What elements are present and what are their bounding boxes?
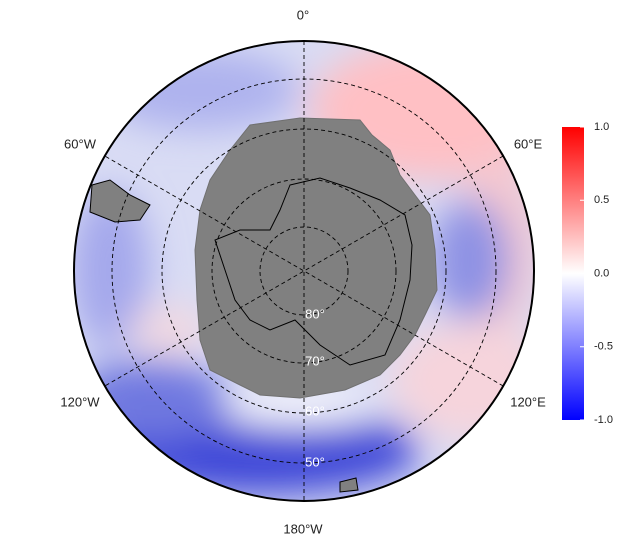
map-border [73, 40, 535, 502]
coastline [214, 177, 413, 366]
latitude-label: 80° [305, 306, 325, 321]
land [339, 477, 359, 493]
land-mask [194, 117, 438, 399]
colorbar-tick-label: 0.0 [594, 267, 609, 279]
land [89, 179, 151, 223]
colorbar-tick-label: 0.5 [594, 194, 609, 206]
colorbar [562, 127, 584, 420]
graticule [104, 41, 504, 501]
latitude-label: 70° [305, 353, 325, 368]
colorbar-tick-label: -0.5 [594, 341, 613, 353]
longitude-label: 60°W [64, 136, 97, 151]
longitude-label: 120°W [60, 394, 100, 409]
latitude-label: 50° [305, 454, 325, 469]
colorbar-tick-label: -1.0 [594, 414, 613, 426]
latitude-label: 60° [305, 403, 325, 418]
longitude-label: 60°E [514, 136, 543, 151]
longitude-label: 180°W [283, 521, 323, 536]
longitude-label: 0° [297, 7, 309, 22]
longitude-label: 120°E [510, 394, 546, 409]
latitude-circle [211, 178, 397, 364]
latitude-circle [259, 226, 349, 316]
colorbar-tick-label: 1.0 [594, 121, 609, 133]
